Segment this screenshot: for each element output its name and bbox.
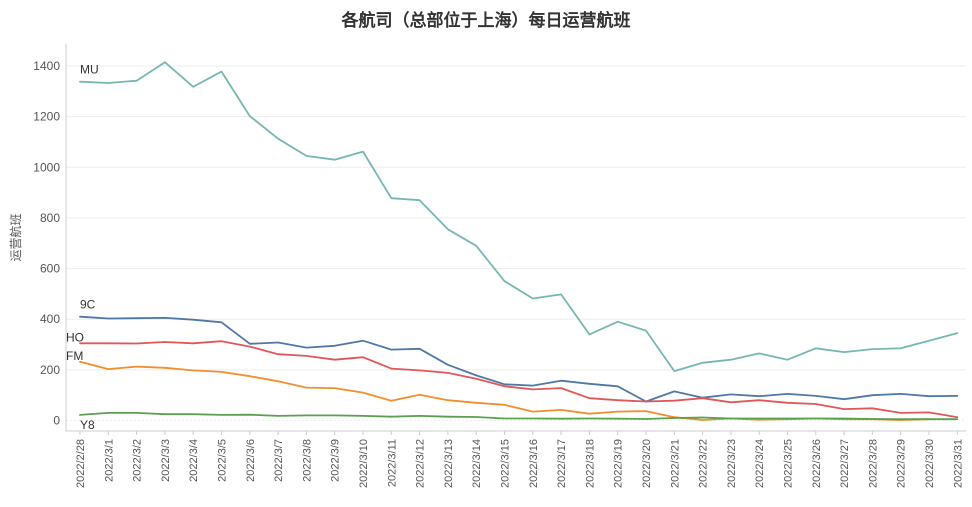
- y-axis-label: 运营航班: [8, 213, 23, 261]
- series-label-ho: HO: [66, 330, 84, 344]
- series-label-mu: MU: [80, 63, 99, 77]
- y-tick-label: 1200: [33, 110, 60, 124]
- x-tick-label: 2022/3/6: [245, 439, 257, 482]
- series-lines: [79, 61, 959, 421]
- y-tick-label: 400: [40, 312, 60, 326]
- x-tick-label: 2022/3/12: [415, 439, 427, 488]
- x-tick-label: 2022/3/30: [924, 439, 936, 488]
- series-line-9c: [79, 315, 959, 403]
- x-tick-label: 2022/3/18: [584, 439, 596, 488]
- y-tick-label: 800: [40, 211, 60, 225]
- x-tick-label: 2022/3/5: [217, 439, 229, 482]
- x-tick-label: 2022/3/20: [641, 439, 653, 488]
- x-tick-label: 2022/3/13: [443, 439, 455, 488]
- y-tick-label: 1000: [33, 160, 60, 174]
- x-tick-label: 2022/3/15: [500, 439, 512, 488]
- grid-lines: [66, 65, 966, 421]
- x-tick-label: 2022/3/28: [867, 439, 879, 488]
- x-tick-label: 2022/3/27: [839, 439, 851, 488]
- x-tick-label: 2022/3/29: [896, 439, 908, 488]
- y-tick-label: 0: [53, 414, 60, 428]
- series-line-mu: [79, 61, 959, 372]
- series-line-ho: [79, 340, 959, 419]
- series-label-y8: Y8: [80, 418, 95, 432]
- x-tick-label: 2022/3/17: [556, 439, 568, 488]
- x-tick-label: 2022/3/19: [613, 439, 625, 488]
- y-tick-label: 600: [40, 262, 60, 276]
- x-tick-label: 2022/3/11: [386, 439, 398, 487]
- x-tick-label: 2022/3/14: [471, 439, 483, 488]
- x-tick-label: 2022/3/4: [188, 439, 200, 482]
- series-label-9c: 9C: [80, 298, 96, 312]
- chart-title: 各航司（总部位于上海）每日运营航班: [341, 10, 631, 31]
- x-tick-label: 2022/3/24: [754, 439, 766, 488]
- x-tick-label: 2022/3/25: [783, 439, 795, 488]
- series-labels: MU 9C HO FM Y8: [66, 63, 99, 432]
- series-line-y8: [79, 412, 959, 421]
- series-line-fm: [79, 360, 930, 421]
- x-tick-label: 2022/3/26: [811, 439, 823, 488]
- x-tick-label: 2022/3/10: [358, 439, 370, 488]
- x-tick-label: 2022/3/1: [103, 439, 115, 482]
- y-tick-label: 200: [40, 363, 60, 377]
- x-tick-label: 2022/3/16: [528, 439, 540, 488]
- x-tick-label: 2022/3/3: [160, 439, 172, 482]
- x-tick-label: 2022/2/28: [75, 439, 87, 488]
- series-label-fm: FM: [66, 349, 83, 363]
- x-axis-ticks: 2022/2/28 2022/3/1 2022/3/2 2022/3/3 2022/3/…: [75, 431, 964, 488]
- x-tick-label: 2022/3/7: [273, 439, 285, 482]
- axes: [65, 44, 966, 432]
- x-tick-label: 2022/3/9: [330, 439, 342, 482]
- y-axis-ticks: 0 200 400 600 800 1000 1200 1400: [33, 59, 60, 428]
- x-tick-label: 2022/3/31: [952, 439, 964, 488]
- y-tick-label: 1400: [33, 59, 60, 73]
- x-tick-label: 2022/3/2: [132, 439, 144, 482]
- x-tick-label: 2022/3/8: [301, 439, 313, 482]
- x-tick-label: 2022/3/22: [698, 439, 710, 488]
- x-tick-label: 2022/3/21: [669, 439, 681, 488]
- x-tick-label: 2022/3/23: [726, 439, 738, 488]
